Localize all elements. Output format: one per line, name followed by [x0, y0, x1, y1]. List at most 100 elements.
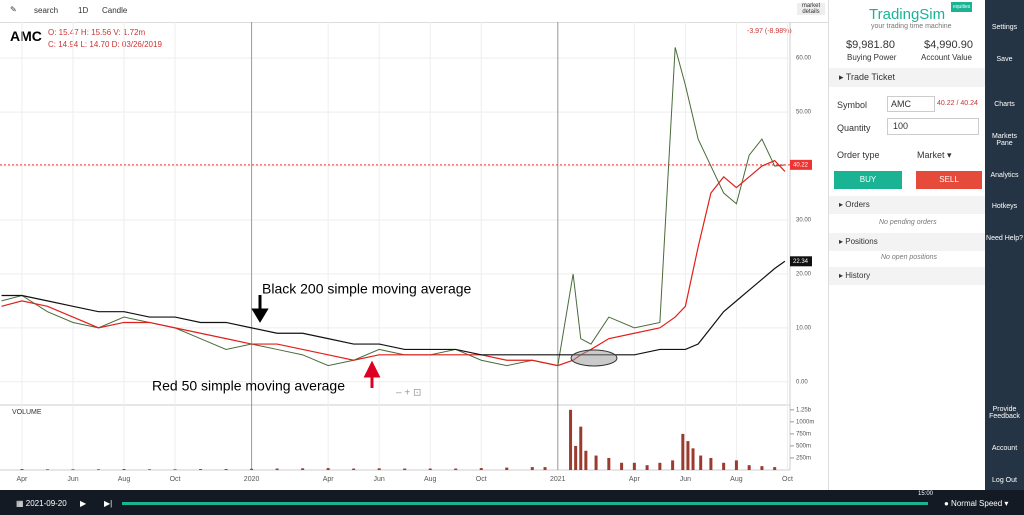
last-label-bg — [790, 159, 812, 170]
step[interactable]: ▶| — [104, 499, 113, 508]
charts[interactable]: Charts — [994, 101, 1015, 108]
date[interactable]: ▦ 2021-09-20 — [16, 499, 67, 508]
last-label: 40.22 — [793, 162, 809, 168]
volume-bar — [71, 469, 75, 470]
y-tick-label: 1.25b — [796, 407, 812, 413]
interval[interactable]: 1D — [78, 6, 89, 15]
speed[interactable]: ● Normal Speed ▾ — [944, 499, 1009, 508]
need-help[interactable]: Need Help? — [986, 235, 1023, 242]
volume-bar — [584, 450, 588, 470]
volume-bar — [479, 468, 483, 470]
market-details[interactable]: market details — [797, 3, 825, 15]
save[interactable]: Save — [996, 56, 1013, 63]
x-tick-label: 2020 — [244, 476, 260, 483]
account-value: $4,990.90 — [924, 39, 973, 51]
bid-ask: 40.22 / 40.24 — [937, 100, 978, 107]
positions[interactable]: ▸ Positions — [829, 233, 986, 251]
l: L: 14.70 — [80, 40, 110, 49]
chart: 0.0010.0020.0030.0040.0050.0060.00AprJun… — [0, 22, 814, 483]
style[interactable]: Candle — [102, 6, 128, 15]
pencil[interactable]: ✎ — [10, 5, 17, 14]
volume-bar — [224, 469, 228, 470]
y-tick-label: 20.00 — [796, 271, 812, 277]
playback-bar: ▦ 2021-09-20 ▶ ▶| 15:00 ● Normal Speed ▾ — [0, 490, 1024, 515]
x-tick-label: Oct — [170, 476, 181, 483]
x-tick-label: Aug — [424, 476, 437, 483]
search[interactable]: search — [34, 6, 59, 15]
volume-bar — [722, 462, 726, 470]
y-tick-label: 60.00 — [796, 56, 812, 62]
volume-bar — [620, 462, 624, 470]
equities: equities — [951, 2, 973, 12]
sell-button[interactable]: SELL — [916, 171, 982, 189]
volume-bar — [377, 468, 381, 470]
volume-bar — [173, 469, 177, 470]
volume-bar — [326, 468, 330, 470]
brand: TradingSim — [869, 6, 946, 23]
volume-bar — [691, 448, 695, 470]
volume-bar — [543, 467, 547, 470]
symbol: AMC — [10, 28, 42, 44]
play[interactable]: ▶ — [80, 499, 87, 508]
log-out[interactable]: Log Out — [992, 477, 1017, 484]
volume-bar — [250, 468, 254, 470]
volume-bar — [681, 433, 685, 470]
settings[interactable]: Settings — [991, 24, 1018, 31]
analytics[interactable]: Analytics — [990, 172, 1019, 179]
volume-bar — [454, 468, 458, 470]
sidebar: TradingSim equities your trading time ma… — [828, 0, 986, 490]
tagline: your trading time machine — [871, 23, 952, 30]
arrow — [251, 295, 269, 323]
volume-bar — [607, 457, 611, 470]
account[interactable]: Account — [991, 445, 1018, 452]
x-tick-label: Oct — [782, 476, 793, 483]
volume-bar — [699, 455, 703, 470]
volume-bar — [96, 469, 100, 470]
markets-pane[interactable]: Markets Pane — [992, 133, 1017, 147]
y-tick-label: 500m — [796, 444, 811, 450]
hotkeys[interactable]: Hotkeys — [991, 203, 1018, 210]
history[interactable]: ▸ History — [829, 267, 986, 285]
toolbar: ✎ search 1D Candle market details — [0, 0, 828, 23]
y-tick-label: 1000m — [796, 419, 814, 425]
buying-power-label: Buying Power — [847, 53, 897, 62]
legend-row: C: 14.94 L: 14.70 D: 03/26/2019 — [48, 40, 162, 49]
orders[interactable]: ▸ Orders — [829, 196, 986, 214]
buy-button[interactable]: BUY — [834, 171, 902, 189]
progress[interactable] — [122, 502, 928, 505]
c: C: 14.94 — [48, 40, 79, 49]
x-tick-label: Jun — [680, 476, 691, 483]
x-tick-label: Aug — [118, 476, 131, 483]
h: H: 15.56 — [80, 28, 112, 37]
y-tick-label: 750m — [796, 431, 811, 437]
series-line — [1, 260, 786, 356]
d: D: 03/26/2019 — [111, 40, 162, 49]
last-label-bg — [790, 256, 812, 267]
nav: Settings Save Charts Markets Pane Analyt… — [985, 0, 1024, 490]
quantity-label: Quantity — [837, 123, 871, 133]
zoom-controls[interactable]: – + ⊡ — [396, 388, 421, 399]
volume-bar — [301, 468, 305, 470]
volume-bar — [505, 467, 509, 470]
volume-bar — [686, 441, 690, 470]
order-type-label: Order type — [837, 150, 880, 160]
legend-row: O: 15.47 H: 15.56 V: 1.72m — [48, 28, 145, 37]
y-tick-label: 30.00 — [796, 218, 812, 224]
volume-bar — [658, 462, 662, 470]
trade-ticket[interactable]: ▸ Trade Ticket — [829, 68, 986, 87]
volume-bar — [760, 466, 764, 470]
volume-bar — [594, 455, 598, 470]
order-type[interactable]: Market ▾ — [917, 150, 952, 160]
time: 15:00 — [918, 491, 934, 497]
quantity-input[interactable]: 100 — [887, 118, 979, 135]
volume-bar — [403, 468, 407, 470]
volume-bar — [632, 462, 636, 470]
volume-bar — [148, 469, 152, 470]
y-tick-label: 50.00 — [796, 110, 812, 116]
symbol-input[interactable]: AMC — [887, 96, 935, 112]
x-tick-label: Jun — [67, 476, 78, 483]
volume-bar — [773, 467, 777, 470]
feedback[interactable]: Provide Feedback — [989, 406, 1020, 420]
volume-bar — [734, 460, 738, 470]
